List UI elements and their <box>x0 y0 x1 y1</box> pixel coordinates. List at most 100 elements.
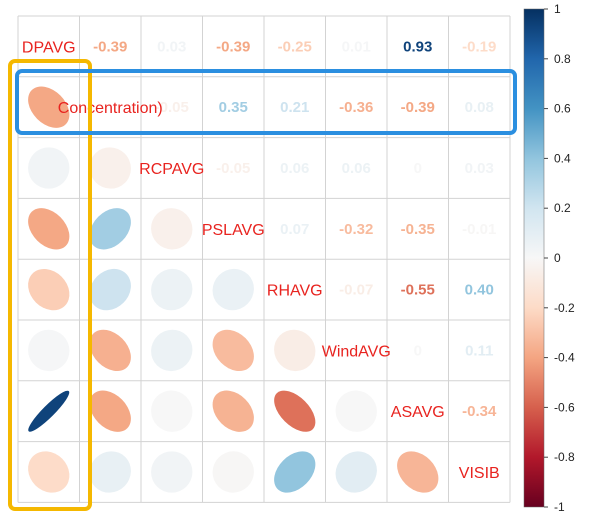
coef-label-1-7: 0.08 <box>465 99 494 116</box>
cell-1-6 <box>387 76 449 138</box>
coef-label-2-6: 0 <box>414 160 422 177</box>
ellipse-mark-4-0 <box>28 268 70 311</box>
cell-4-4 <box>264 259 326 320</box>
ellipse-mark-6-1 <box>89 390 131 432</box>
cell-2-3 <box>202 137 264 199</box>
ellipse-mark-2-1 <box>89 147 131 189</box>
cell-3-3 <box>202 198 264 260</box>
color-scale-tick-label-3: 0.4 <box>554 151 571 165</box>
coef-label-4-7: 0.40 <box>465 282 494 299</box>
coef-label-6-7: -0.34 <box>462 403 497 420</box>
yellow-highlight-box <box>8 59 92 511</box>
color-scale-bar <box>523 8 545 508</box>
ellipse-mark-4-1 <box>89 268 131 311</box>
cell-6-6 <box>387 380 449 442</box>
coef-label-0-6: 0.93 <box>403 38 432 55</box>
coef-label-1-3: 0.35 <box>219 99 248 116</box>
coef-label-3-4: 0.07 <box>280 221 309 238</box>
ellipse-mark-6-3 <box>212 390 254 432</box>
cell-4-6 <box>387 259 449 320</box>
cell-2-7 <box>448 137 510 199</box>
coef-label-4-5: -0.07 <box>339 282 373 299</box>
cell-7-7 <box>448 441 510 503</box>
cell-2-5 <box>325 137 387 199</box>
ellipse-mark-7-3 <box>212 451 254 493</box>
color-scale-tick-label-9: -0.8 <box>554 450 575 464</box>
ellipse-mark-6-2 <box>151 390 193 432</box>
coef-label-2-5: 0.06 <box>342 160 371 177</box>
cell-0-3 <box>202 16 264 77</box>
variable-label-5: WindAVG <box>322 343 391 360</box>
cell-1-5 <box>325 76 387 138</box>
color-scale-tick-label-8: -0.6 <box>554 400 575 414</box>
cell-6-7 <box>448 380 510 442</box>
cell-4-5 <box>325 259 387 320</box>
coef-label-3-6: -0.35 <box>401 221 435 238</box>
matrix-grid <box>17 15 511 503</box>
coef-label-0-2: 0.03 <box>157 38 186 55</box>
ellipse-mark-1-0 <box>28 86 70 128</box>
variable-label-3: PSLAVG <box>202 222 265 239</box>
cell-5-5 <box>325 320 387 381</box>
cell-0-7 <box>448 16 510 77</box>
variable-label-0: DPAVG <box>22 39 76 56</box>
coef-label-4-6: -0.55 <box>401 282 435 299</box>
coef-label-3-5: -0.32 <box>339 221 373 238</box>
coef-label-1-4: 0.21 <box>280 99 309 116</box>
cell-2-4 <box>264 137 326 199</box>
color-scale-tick-label-0: 1 <box>554 2 561 16</box>
coef-label-0-4: -0.25 <box>278 38 312 55</box>
coef-label-1-6: -0.39 <box>401 99 435 116</box>
variable-labels: DPAVG Concentration) RCPAVG PSLAVG RHAVG Wind… <box>22 39 500 482</box>
cell-1-7 <box>448 76 510 138</box>
variable-label-4: RHAVG <box>267 283 323 300</box>
cell-1-3 <box>202 76 264 138</box>
ellipse-mark-7-5 <box>335 451 377 493</box>
color-scale-tick-label-4: 0.2 <box>554 201 571 215</box>
coef-label-5-6: 0 <box>414 342 422 359</box>
variable-label-7: VISIB <box>459 465 500 482</box>
ellipse-mark-7-1 <box>89 451 131 493</box>
ellipse-mark-6-5 <box>335 390 377 432</box>
color-scale-tick-label-1: 0.8 <box>554 52 571 66</box>
ellipse-mark-7-4 <box>274 451 316 493</box>
coef-label-2-4: 0.06 <box>280 160 309 177</box>
ellipse-mark-4-3 <box>212 268 254 311</box>
annotation-highlights <box>8 59 517 511</box>
variable-label-1: Concentration) <box>58 100 163 117</box>
cell-0-6 <box>387 16 449 77</box>
color-scale-tick-label-10: -1 <box>554 500 565 514</box>
color-scale-tick-label-7: -0.4 <box>554 351 575 365</box>
cell-0-2 <box>141 16 203 77</box>
variable-label-2: RCPAVG <box>139 161 204 178</box>
cell-3-6 <box>387 198 449 260</box>
ellipse-mark-5-0 <box>28 329 70 372</box>
ellipse-mark-7-2 <box>151 451 193 493</box>
cell-5-7 <box>448 320 510 381</box>
variable-label-6: ASAVG <box>391 404 445 421</box>
ellipse-mark-3-2 <box>151 208 193 250</box>
ellipse-mark-5-4 <box>274 329 316 372</box>
coef-label-5-7: 0.11 <box>465 342 493 359</box>
ellipse-mark-2-0 <box>28 147 70 189</box>
ellipse-mark-5-1 <box>89 329 131 372</box>
coef-label-0-7: -0.19 <box>462 38 496 55</box>
cell-0-0 <box>18 16 80 77</box>
cell-2-2 <box>141 137 203 199</box>
cell-5-6 <box>387 320 449 381</box>
coef-label-0-3: -0.39 <box>216 38 250 55</box>
matrix-marks: -0.39 0.03 -0.39 -0.25 0.01 0.93 -0.19 -0.05 0.3… <box>28 38 497 493</box>
ellipse-mark-5-2 <box>151 329 193 372</box>
coef-label-2-3: -0.05 <box>216 160 250 177</box>
ellipse-mark-6-4 <box>274 390 316 432</box>
cell-0-4 <box>264 16 326 77</box>
ellipse-mark-6-0 <box>28 390 70 432</box>
ellipse-mark-5-3 <box>212 329 254 372</box>
cell-3-7 <box>448 198 510 260</box>
ellipse-mark-7-6 <box>397 451 439 493</box>
ellipse-mark-7-0 <box>28 451 70 493</box>
color-scale-tick-label-2: 0.6 <box>554 102 571 116</box>
cell-1-4 <box>264 76 326 138</box>
color-scale-tick-label-6: -0.2 <box>554 301 575 315</box>
